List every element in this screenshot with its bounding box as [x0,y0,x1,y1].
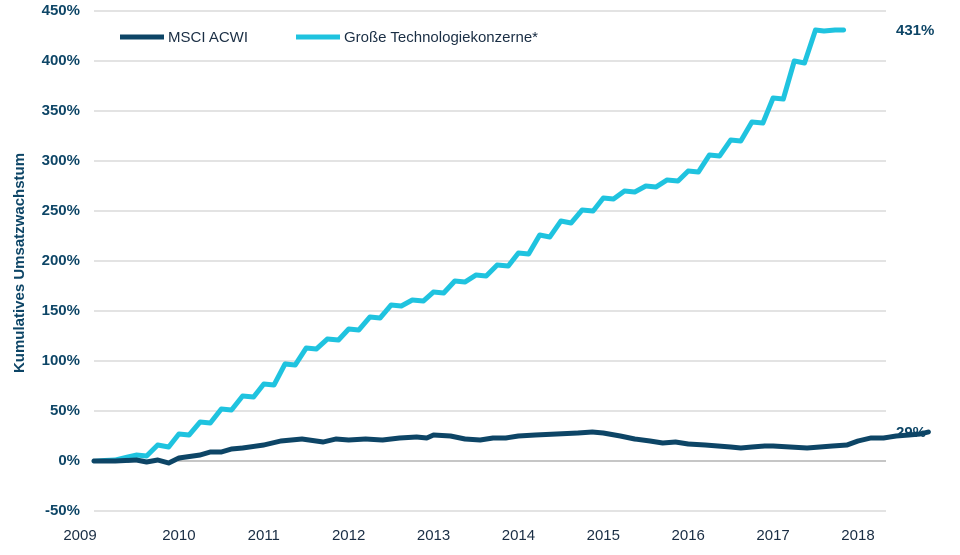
x-tick-label: 2016 [672,527,705,544]
x-axis-ticks: 2009 2010 2011 2012 2013 2014 2015 2016 2017 2018 [63,527,874,544]
y-axis-ticks: -50% 0% 50% 100% 150% 200% 250% 300% 350% 400% 450… [42,2,80,519]
series-lines [91,27,931,466]
y-tick-label: 250% [42,202,80,219]
series-line-tech [91,27,847,464]
y-tick-label: 100% [42,352,80,369]
y-tick-label: 200% [42,252,80,269]
end-label-msci-acwi: 29% [896,424,926,441]
legend: MSCI ACWI Große Technologiekonzerne* [120,29,538,46]
legend-label: MSCI ACWI [168,29,248,46]
x-tick-label: 2015 [587,527,620,544]
y-tick-label: 300% [42,152,80,169]
x-tick-label: 2009 [63,527,96,544]
y-tick-label: 400% [42,52,80,69]
x-tick-label: 2010 [162,527,195,544]
x-tick-label: 2013 [417,527,450,544]
x-tick-label: 2014 [502,527,535,544]
y-tick-label: 150% [42,302,80,319]
x-tick-label: 2012 [332,527,365,544]
legend-label: Große Technologiekonzerne* [344,29,538,46]
x-tick-label: 2018 [841,527,874,544]
y-tick-label: 350% [42,102,80,119]
y-axis-label: Kumulatives Umsatzwachstum [11,153,28,373]
x-tick-label: 2011 [248,527,280,544]
x-tick-label: 2017 [756,527,789,544]
legend-item-tech: Große Technologiekonzerne* [296,29,538,46]
series-line-msci-acwi [91,429,931,466]
end-label-tech: 431% [896,22,934,39]
y-tick-label: 50% [50,402,80,419]
y-tick-label: 0% [58,452,80,469]
y-tick-label: 450% [42,2,80,19]
y-tick-label: -50% [45,502,80,519]
legend-item-msci-acwi: MSCI ACWI [120,29,248,46]
end-labels: 29% 431% [896,22,934,441]
